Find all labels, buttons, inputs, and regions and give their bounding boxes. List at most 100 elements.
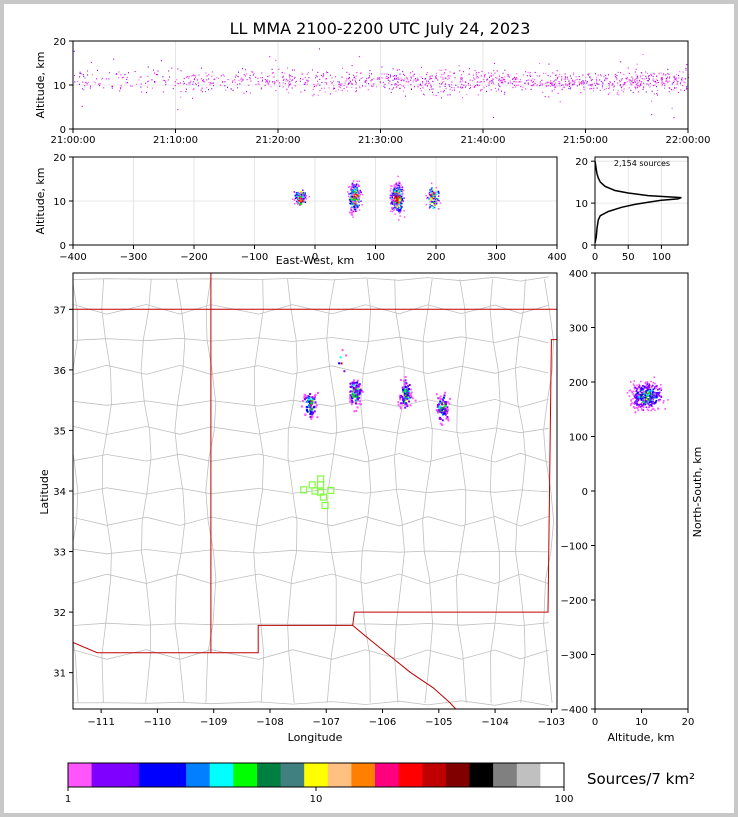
source-point: [648, 84, 650, 86]
time-tick-label: 21:00:00: [51, 135, 96, 146]
county-line: [73, 649, 549, 660]
source-point: [596, 77, 598, 79]
source-point: [271, 72, 273, 74]
source-point: [603, 76, 605, 78]
source-density-cell: [312, 397, 315, 400]
source-density-cell: [643, 392, 645, 394]
source-density-cell: [356, 390, 359, 393]
source-point: [394, 190, 396, 193]
source-point: [662, 82, 664, 84]
source-point: [525, 71, 527, 73]
source-point: [412, 71, 414, 73]
source-point: [171, 67, 173, 69]
source-point: [605, 78, 607, 80]
source-density-cell: [635, 395, 638, 398]
source-point: [240, 80, 242, 83]
source-density-cell: [636, 400, 639, 403]
time-tick-label: 22:00:00: [666, 135, 711, 146]
source-point: [366, 78, 368, 80]
source-density-cell: [640, 387, 643, 389]
source-point: [522, 86, 524, 88]
source-point: [399, 215, 401, 217]
source-point: [197, 79, 198, 81]
source-point: [476, 84, 478, 86]
source-point: [600, 74, 602, 76]
source-point: [312, 88, 314, 90]
source-point: [153, 72, 155, 74]
source-point: [561, 78, 563, 80]
source-density-cell: [639, 395, 642, 397]
source-density-cell: [630, 381, 632, 383]
source-point: [443, 81, 445, 83]
source-density-cell: [309, 413, 312, 415]
source-point: [96, 69, 98, 71]
source-point: [556, 85, 558, 87]
source-point: [279, 85, 281, 87]
source-point: [551, 82, 553, 84]
source-point: [522, 74, 524, 76]
time-tick-label: 21:50:00: [563, 135, 608, 146]
source-point: [302, 189, 304, 192]
source-point: [351, 86, 353, 88]
source-point: [396, 183, 398, 185]
source-point: [651, 90, 653, 92]
source-point: [432, 204, 435, 207]
longitude-tick-label: −109: [200, 717, 227, 728]
source-point: [617, 82, 619, 84]
source-density-cell: [636, 392, 639, 394]
source-point: [297, 198, 300, 200]
source-point: [680, 89, 682, 91]
source-point: [82, 81, 84, 83]
source-density-cell: [308, 400, 311, 403]
source-point: [654, 84, 656, 86]
source-point: [668, 80, 670, 82]
source-density-cell: [359, 388, 362, 391]
source-point: [278, 68, 280, 70]
source-point: [394, 188, 396, 190]
source-point: [333, 87, 334, 89]
source-point: [331, 77, 333, 79]
source-point: [639, 85, 641, 87]
source-point: [391, 88, 393, 90]
source-point: [124, 74, 126, 76]
source-point: [499, 85, 501, 88]
source-point: [364, 81, 366, 83]
source-density-cell: [306, 410, 309, 413]
source-point: [489, 76, 490, 78]
source-point: [566, 76, 568, 78]
source-point: [249, 77, 251, 79]
source-point: [623, 84, 625, 86]
source-point: [645, 91, 647, 93]
source-density-cell: [643, 387, 646, 390]
source-point: [398, 181, 400, 183]
source-point: [475, 71, 477, 73]
source-density-cell: [652, 407, 655, 410]
source-density-cell: [657, 394, 660, 396]
source-density-cell: [438, 406, 441, 409]
source-point: [356, 200, 358, 202]
source-point: [420, 76, 422, 78]
source-point: [515, 78, 517, 81]
source-density-cell: [653, 401, 656, 404]
source-point: [389, 190, 392, 192]
source-density-cell: [338, 362, 341, 365]
source-point: [367, 89, 369, 91]
source-point: [470, 84, 472, 86]
source-point: [323, 73, 325, 75]
source-point: [351, 191, 353, 194]
source-point: [365, 82, 367, 84]
source-point: [317, 80, 318, 82]
source-density-cell: [411, 397, 414, 400]
source-point: [202, 80, 203, 82]
source-point: [469, 88, 471, 90]
source-point: [399, 182, 401, 184]
source-density-cell: [402, 402, 405, 405]
source-point: [307, 80, 309, 82]
source-point: [525, 88, 527, 90]
colorbar-cell: [327, 763, 352, 787]
source-point: [381, 77, 383, 79]
source-point: [435, 197, 438, 200]
source-point: [402, 71, 404, 73]
source-point: [351, 210, 353, 212]
source-point: [623, 82, 625, 84]
